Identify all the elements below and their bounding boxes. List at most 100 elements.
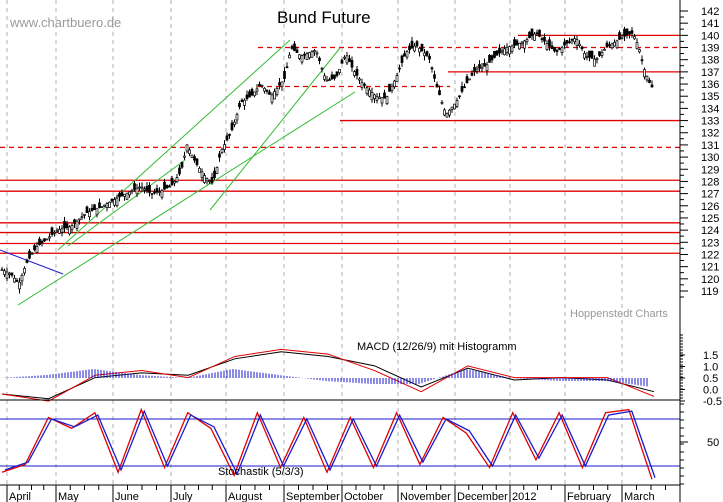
price-candle — [510, 45, 514, 52]
price-candle — [638, 49, 641, 53]
price-candle — [473, 67, 476, 72]
price-candle — [305, 53, 309, 60]
macd-panel — [0, 348, 680, 402]
price-candle — [203, 175, 206, 183]
price-candle — [95, 208, 99, 216]
price-candle — [345, 55, 349, 64]
price-candle — [323, 75, 326, 80]
price-candle — [380, 97, 384, 104]
price-candle — [313, 50, 316, 53]
price-candle — [545, 43, 549, 50]
price-candle — [110, 198, 114, 202]
price-candle — [375, 96, 379, 101]
price-candle — [265, 89, 269, 92]
price-candle — [205, 178, 209, 182]
price-candle — [320, 67, 324, 70]
price-candle — [515, 40, 519, 45]
price-candle — [123, 194, 126, 197]
stoch-tick-label: 50 — [707, 437, 719, 449]
month-label: July — [173, 491, 193, 502]
price-candle — [8, 272, 11, 275]
price-candle — [208, 180, 211, 183]
price-candle — [538, 29, 541, 37]
price-candle — [583, 52, 586, 59]
stoch-d-line — [1, 407, 653, 480]
price-candle — [600, 52, 604, 56]
price-candle — [88, 211, 91, 218]
price-candle — [73, 219, 76, 224]
price-candle — [565, 40, 569, 44]
macd-tick-label: -0.5 — [703, 396, 722, 408]
price-candle — [225, 135, 229, 141]
price-candle — [398, 67, 401, 70]
price-candle — [520, 41, 524, 45]
price-candle — [535, 32, 539, 35]
price-candle — [333, 74, 336, 79]
price-candle — [445, 112, 449, 118]
price-candle — [90, 207, 94, 212]
price-candle — [613, 41, 616, 47]
price-tick-label: 135 — [701, 91, 719, 103]
price-candle — [503, 48, 506, 56]
price-candle — [620, 37, 624, 40]
price-candle — [200, 171, 204, 178]
price-candle — [593, 58, 596, 67]
price-candle — [430, 67, 434, 70]
price-candle — [563, 41, 566, 46]
price-candle — [378, 96, 381, 99]
price-candle — [605, 42, 609, 48]
price-candle — [175, 177, 179, 182]
price-candle — [270, 94, 274, 103]
price-candle — [70, 225, 74, 231]
price-candle — [120, 192, 124, 196]
price-candle — [283, 71, 286, 79]
price-candle — [455, 100, 459, 107]
price-candle — [308, 52, 311, 59]
price-candle — [173, 181, 176, 184]
month-label: June — [115, 491, 139, 502]
month-label: 2012 — [512, 491, 536, 502]
price-candle — [60, 228, 64, 233]
price-tick-label: 124 — [701, 225, 719, 237]
stoch-k-line — [4, 409, 656, 478]
price-candle — [158, 191, 161, 193]
price-candle — [555, 50, 559, 52]
price-candle — [303, 53, 306, 56]
price-candle — [115, 197, 119, 206]
price-tick-label: 123 — [701, 237, 719, 249]
price-candle — [105, 203, 109, 208]
price-candle — [75, 220, 79, 229]
price-candle — [360, 82, 364, 88]
price-candle — [43, 238, 46, 242]
price-candle — [550, 45, 554, 49]
price-candle — [585, 56, 589, 58]
price-candle — [195, 158, 199, 165]
price-candle — [488, 54, 491, 63]
price-candle — [85, 206, 89, 214]
watermark: www.chartbuero.de — [9, 15, 121, 30]
price-candle — [293, 43, 296, 51]
price-candle — [80, 216, 84, 219]
price-candle — [3, 270, 6, 275]
price-candle — [625, 28, 629, 36]
price-candle — [383, 92, 386, 99]
price-candle — [368, 89, 371, 97]
price-candle — [463, 86, 466, 89]
price-candle — [183, 155, 186, 158]
price-candle — [355, 68, 359, 76]
price-tick-label: 141 — [701, 18, 719, 30]
price-candle — [273, 91, 276, 100]
price-tick-label: 122 — [701, 249, 719, 261]
price-candle — [483, 62, 486, 67]
price-candle — [210, 176, 214, 184]
price-candle — [433, 74, 436, 79]
price-candle — [505, 46, 509, 53]
price-tick-label: 125 — [701, 213, 719, 225]
price-candle — [318, 57, 321, 61]
price-candle — [23, 268, 26, 274]
price-candle — [363, 83, 366, 86]
month-label: May — [58, 491, 79, 502]
price-candle — [568, 41, 571, 44]
price-candle — [163, 181, 166, 190]
price-tick-label: 121 — [701, 262, 719, 274]
